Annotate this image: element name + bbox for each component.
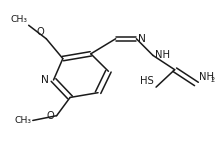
Text: N: N (138, 34, 146, 44)
Text: N: N (41, 75, 49, 85)
Text: NH: NH (155, 50, 170, 60)
Text: O: O (47, 111, 55, 121)
Text: O: O (37, 27, 44, 37)
Text: NH: NH (199, 72, 214, 82)
Text: CH₃: CH₃ (14, 116, 31, 125)
Text: CH₃: CH₃ (11, 15, 28, 24)
Text: 2: 2 (211, 77, 215, 83)
Text: HS: HS (140, 76, 154, 86)
